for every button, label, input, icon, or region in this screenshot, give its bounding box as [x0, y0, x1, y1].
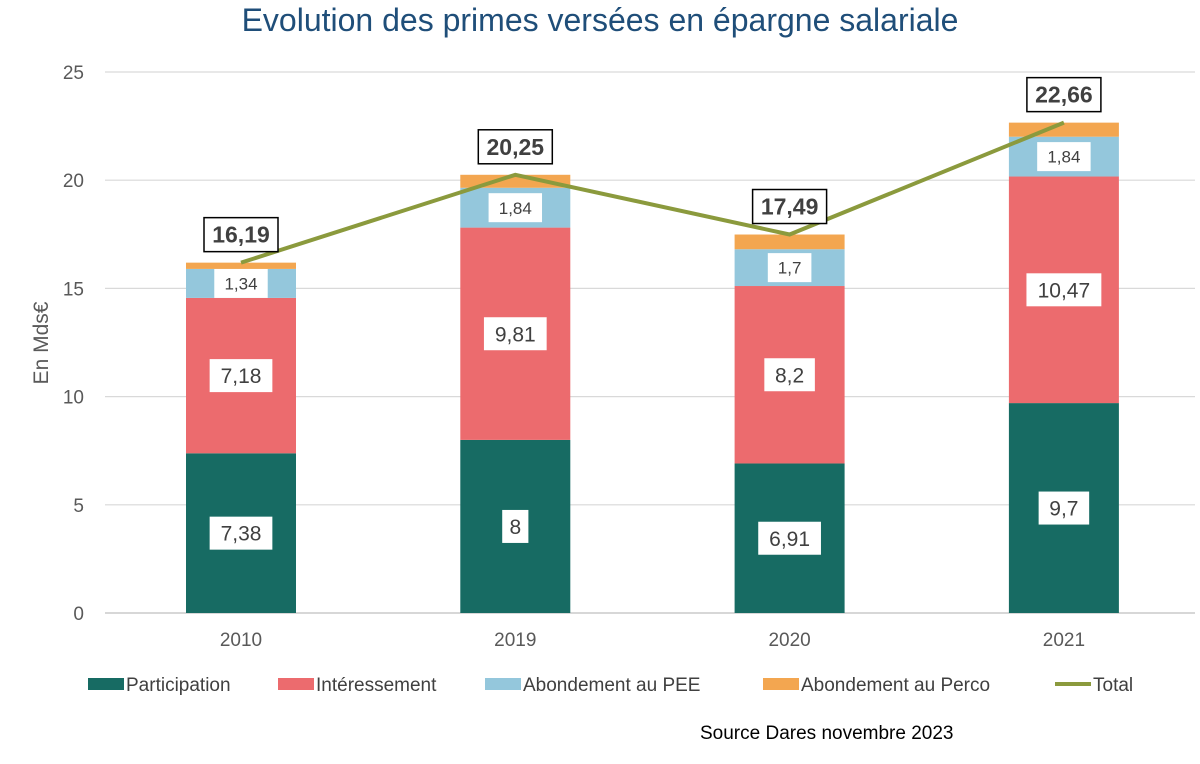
total-label-box — [477, 129, 554, 165]
y-tick-label: 15 — [63, 279, 84, 300]
data-label-box — [483, 317, 547, 351]
y-tick-label: 5 — [73, 496, 84, 517]
x-tick-label: 2021 — [1043, 630, 1085, 651]
data-label-box — [502, 509, 529, 543]
data-label: 8 — [509, 516, 521, 539]
data-label-box — [758, 521, 821, 555]
data-label: 1,34 — [224, 275, 257, 294]
data-label: 1,84 — [499, 199, 532, 218]
data-label-box — [214, 268, 268, 298]
data-label: 7,38 — [221, 523, 262, 546]
data-label-box — [767, 253, 812, 283]
legend-swatch — [88, 678, 124, 690]
total-label-box — [1026, 76, 1102, 113]
data-label: 1,7 — [778, 259, 802, 278]
data-label: 7,18 — [221, 365, 262, 388]
total-label: 22,66 — [1035, 82, 1093, 108]
x-tick-label: 2010 — [220, 630, 262, 651]
y-tick-label: 0 — [73, 604, 84, 625]
chart-title: Evolution des primes versées en épargne … — [241, 2, 959, 38]
total-label-box — [751, 188, 828, 225]
y-tick-label: 25 — [63, 63, 84, 84]
data-label: 9,7 — [1049, 498, 1078, 521]
data-label-box — [209, 516, 273, 550]
data-label-box — [1037, 142, 1091, 172]
total-label: 16,19 — [212, 222, 270, 248]
legend-label: Abondement au PEE — [523, 675, 700, 696]
y-tick-label: 10 — [63, 388, 84, 409]
y-axis-label: En Mds€ — [30, 301, 53, 384]
data-label-box — [209, 359, 273, 393]
x-tick-label: 2019 — [494, 630, 536, 651]
legend-swatch — [278, 678, 314, 690]
total-label-box — [203, 216, 279, 253]
legend-label: Abondement au Perco — [801, 675, 990, 696]
x-tick-label: 2020 — [768, 630, 810, 651]
bar-segment — [734, 234, 845, 250]
total-line — [240, 120, 1065, 265]
legend-swatch — [763, 678, 799, 690]
data-label-box — [1038, 491, 1090, 525]
data-label: 1,84 — [1047, 148, 1080, 167]
legend-label: Total — [1093, 675, 1133, 696]
data-label: 6,91 — [769, 528, 810, 551]
total-label: 17,49 — [761, 194, 819, 220]
bar-segment — [186, 262, 296, 269]
data-label: 9,81 — [495, 323, 536, 346]
data-label-box — [488, 193, 543, 223]
data-label: 8,2 — [775, 364, 804, 387]
source-note: Source Dares novembre 2023 — [700, 723, 954, 744]
legend-label: Participation — [126, 675, 231, 696]
data-label: 10,47 — [1038, 279, 1091, 302]
legend-swatch — [485, 678, 521, 690]
data-label-box — [764, 358, 815, 392]
legend-label: Intéressement — [316, 675, 437, 696]
y-tick-label: 20 — [63, 171, 84, 192]
data-label-box — [1026, 273, 1102, 307]
total-label: 20,25 — [487, 134, 545, 160]
